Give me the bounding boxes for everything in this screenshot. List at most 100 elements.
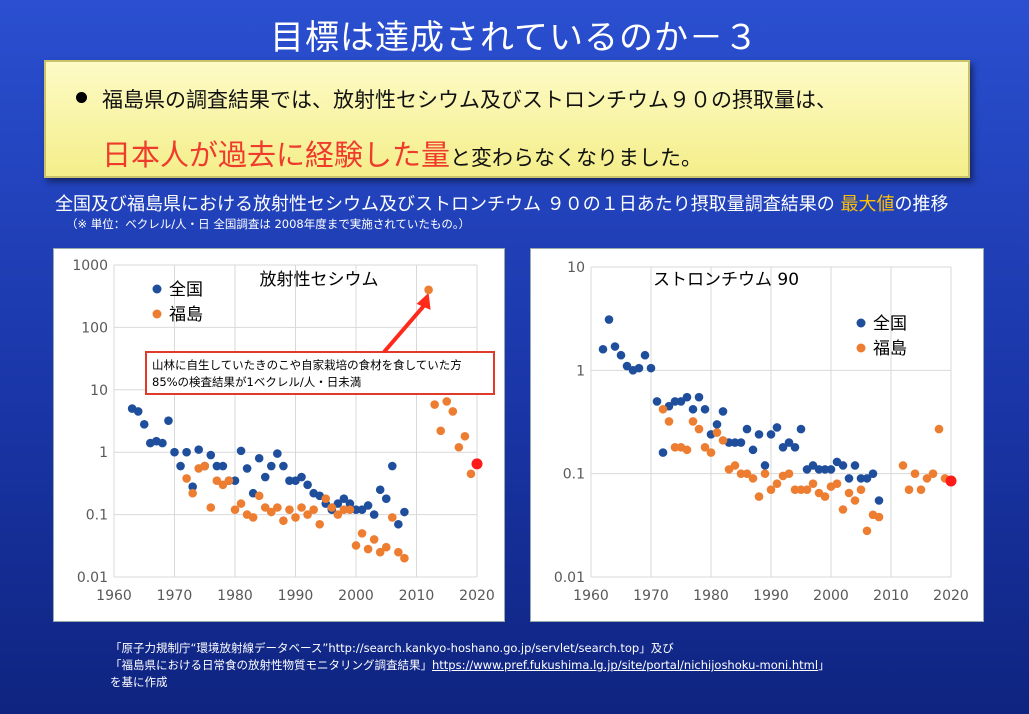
- summary-callout: 福島県の調査結果では、放射性セシウム及びストロンチウム９０の摂取量は、 日本人が…: [44, 60, 970, 178]
- y-tick-label: 0.1: [86, 508, 108, 524]
- source-2-prefix: 「福島県における日常食の放射性物質モニタリング調査結果」: [110, 658, 432, 672]
- x-tick-label: 1960: [573, 588, 609, 604]
- national-point: [375, 485, 385, 495]
- national-point: [646, 363, 656, 373]
- national-point: [182, 447, 191, 457]
- national-point: [688, 404, 698, 414]
- fukushima-point: [922, 474, 932, 483]
- callout-line-1: 福島県の調査結果では、放射性セシウム及びストロンチウム９０の摂取量は、: [102, 88, 837, 112]
- callout-line-2-rest: と変わらなくなりました。: [450, 146, 703, 170]
- national-point: [712, 420, 722, 429]
- national-point: [742, 424, 752, 434]
- fukushima-point: [712, 428, 722, 437]
- fukushima-point: [351, 541, 361, 550]
- x-tick-label: 2010: [873, 588, 909, 604]
- fukushima-point: [688, 417, 698, 426]
- national-point: [188, 482, 197, 491]
- y-tick-label: 0.1: [563, 467, 585, 483]
- source-1-url[interactable]: http://search.kankyo-hoshano.go.jp/servl…: [328, 641, 640, 655]
- fukushima-point: [928, 469, 938, 478]
- fukushima-point: [297, 503, 306, 512]
- national-point: [357, 505, 367, 514]
- national-point: [790, 442, 800, 452]
- national-point: [700, 404, 710, 414]
- fukushima-point: [730, 461, 740, 470]
- national-point: [604, 315, 614, 324]
- slide-title: 目標は達成されているのか－３: [270, 18, 759, 58]
- cesium-chart: 0.01 0.1 1 10 100 1000 1960 1970 1980 1990 2000 201…: [72, 258, 495, 604]
- fukushima-point: [460, 431, 470, 441]
- chart-title: 放射性セシウム: [260, 270, 379, 290]
- source-2-suffix: 」: [818, 658, 830, 672]
- national-point: [206, 450, 216, 460]
- national-point: [874, 496, 884, 505]
- fukushima-point: [448, 407, 458, 416]
- fukushima-point: [436, 426, 446, 436]
- annotation-box: [145, 351, 495, 395]
- subtitle-accent: 最大値: [840, 194, 895, 215]
- national-point: [279, 461, 288, 471]
- fukushima-point: [820, 492, 830, 501]
- fukushima-point: [454, 442, 464, 452]
- legend-label: 福島: [873, 339, 907, 359]
- national-point: [796, 424, 806, 434]
- fukushima-point: [424, 285, 433, 295]
- fukushima-point: [339, 505, 349, 514]
- national-point: [616, 350, 626, 360]
- national-point: [242, 464, 252, 473]
- national-point: [381, 494, 391, 503]
- fukushima-point: [904, 485, 914, 494]
- annotation-arrow-line: [382, 302, 428, 354]
- source-line-2: 「福島県における日常食の放射性物質モニタリング調査結果」https://www.…: [110, 657, 830, 673]
- fukushima-point: [254, 491, 264, 501]
- legend-label: 全国: [169, 280, 203, 300]
- legend-marker: [152, 284, 162, 294]
- fukushima-point: [236, 499, 246, 508]
- source-2-url[interactable]: https://www.pref.fukushima.lg.jp/site/po…: [432, 658, 819, 672]
- x-tick-label: 2000: [813, 588, 849, 604]
- national-point: [694, 392, 704, 402]
- national-point: [254, 453, 264, 463]
- national-point: [133, 407, 143, 416]
- fukushima-point: [838, 505, 848, 514]
- fukushima-point: [934, 424, 944, 434]
- unit-note: （※ 単位：ベクレル/人・日 全国調査は 2008年度まで実施されていたもの。）: [66, 217, 471, 231]
- x-tick-label: 1990: [278, 588, 314, 604]
- x-tick-label: 2020: [459, 588, 495, 604]
- fukushima-point: [898, 461, 908, 470]
- x-tick-label: 1960: [96, 588, 132, 604]
- fukushima-point: [790, 485, 800, 494]
- national-point: [670, 397, 680, 406]
- national-point: [176, 461, 185, 471]
- national-point: [610, 342, 620, 351]
- legend-marker: [152, 309, 162, 319]
- fukushima-point: [910, 469, 920, 478]
- fukushima-point: [388, 513, 397, 522]
- fukushima-point: [718, 436, 728, 445]
- fukushima-point: [862, 526, 872, 536]
- national-point: [345, 499, 355, 508]
- national-point: [139, 419, 149, 429]
- national-point: [766, 430, 776, 439]
- x-tick-label: 2010: [399, 588, 435, 604]
- fukushima-point: [658, 404, 668, 414]
- fukushima-point: [279, 516, 288, 525]
- fukushima-point: [844, 488, 854, 498]
- y-tick-label: 10: [90, 383, 108, 399]
- national-point: [868, 469, 878, 478]
- national-point: [682, 392, 692, 402]
- fukushima-point: [285, 505, 294, 514]
- source-line-1: 「原子力規制庁“環境放射線データベース”http://search.kankyo…: [110, 640, 674, 656]
- national-point: [170, 447, 179, 457]
- fukushima-point: [309, 505, 318, 514]
- national-point: [760, 461, 770, 470]
- national-point: [363, 501, 373, 510]
- fukushima-point: [375, 547, 385, 557]
- national-point: [736, 438, 746, 447]
- fukushima-point: [394, 547, 403, 557]
- national-point: [652, 397, 662, 406]
- x-tick-label: 1980: [693, 588, 729, 604]
- fukushima-point: [430, 400, 439, 409]
- national-point: [634, 363, 644, 373]
- national-point: [748, 445, 758, 455]
